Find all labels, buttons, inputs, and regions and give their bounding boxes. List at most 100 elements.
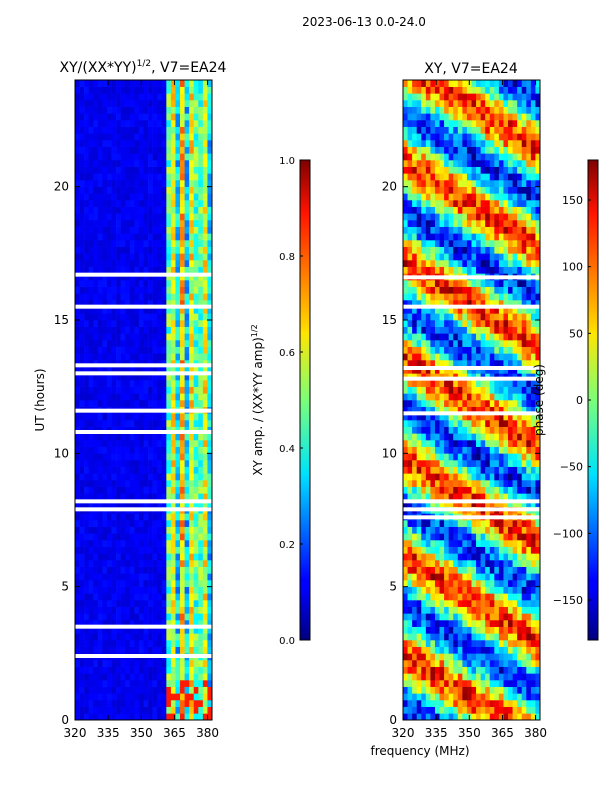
heatmap-cell [125,606,131,614]
heatmap-cell [120,460,126,467]
heatmap-cell [466,526,472,534]
heatmap-cell [180,386,185,394]
heatmap-cell [180,220,185,227]
heatmap-cell [508,426,513,434]
heatmap-cell [448,366,454,374]
heatmap-cell [138,173,144,181]
heatmap-cell [494,560,500,567]
heatmap-cell [498,280,504,287]
heatmap-cell [448,673,454,681]
heatmap-cell [530,266,536,274]
heatmap-cell [138,393,144,401]
heatmap-cell [508,393,513,401]
heatmap-cell [138,580,144,587]
heatmap-cell [170,293,176,301]
heatmap-cell [421,706,427,714]
heatmap-cell [430,446,436,454]
heatmap-cell [530,573,536,581]
heatmap-cell [97,200,103,207]
heatmap-cell [530,620,536,627]
heatmap-cell [79,333,85,341]
heatmap-cell [434,266,440,274]
heatmap-cell [111,593,117,601]
heatmap-cell [189,273,195,281]
heatmap-cell [457,393,463,401]
heatmap-cell [202,413,208,421]
heatmap-cell [202,226,208,234]
heatmap-cell [448,380,454,387]
heatmap-cell [106,626,112,634]
heatmap-cell [166,706,172,714]
heatmap-cell [161,180,167,187]
heatmap-cell [120,193,126,201]
heatmap-cell [161,313,167,321]
heatmap-cell [434,340,440,347]
heatmap-cell [207,640,213,647]
heatmap-cell [421,393,427,401]
heatmap-cell [125,193,131,201]
heatmap-cell [526,593,532,601]
heatmap-cell [175,460,181,467]
heatmap-cell [530,446,536,454]
heatmap-cell [517,526,523,534]
heatmap-cell [93,366,99,374]
heatmap-cell [530,493,536,501]
heatmap-cell [152,146,158,154]
heatmap-cell [111,80,117,87]
heatmap-cell [111,686,117,694]
heatmap-cell [134,566,140,574]
heatmap-cell [134,260,140,267]
heatmap-cell [530,420,536,427]
heatmap-cell [175,206,181,214]
heatmap-cell [535,340,541,347]
heatmap-cell [97,546,103,554]
heatmap-cell [512,500,518,507]
heatmap-cell [97,220,103,227]
heatmap-cell [125,140,131,147]
heatmap-cell [485,346,491,354]
heatmap-cell [102,160,108,167]
flagged-row [75,371,212,376]
heatmap-cell [97,566,103,574]
heatmap-cell [535,493,541,501]
heatmap-cell [88,80,94,87]
heatmap-cell [88,453,94,461]
heatmap-cell [425,446,431,454]
heatmap-cell [416,406,422,414]
heatmap-cell [412,366,417,374]
heatmap-cell [466,440,472,447]
heatmap-cell [189,226,195,234]
heatmap-cell [425,620,431,627]
heatmap-cell [157,253,163,261]
heatmap-cell [466,286,472,294]
heatmap-cell [530,393,536,401]
heatmap-cell [434,526,440,534]
heatmap-cell [471,640,477,647]
heatmap-cell [471,380,477,387]
heatmap-cell [138,626,144,634]
heatmap-cell [521,360,527,367]
heatmap-cell [184,520,190,527]
heatmap-cell [535,540,541,547]
heatmap-cell [138,526,144,534]
heatmap-cell [157,680,163,687]
heatmap-cell [489,520,495,527]
heatmap-cell [425,520,431,527]
heatmap-cell [512,526,518,534]
heatmap-cell [79,306,85,314]
heatmap-cell [161,173,167,181]
heatmap-cell [489,593,495,601]
heatmap-cell [102,580,108,587]
heatmap-cell [530,333,536,341]
heatmap-cell [526,446,532,454]
heatmap-cell [84,206,89,214]
heatmap-cell [193,220,199,227]
heatmap-cell [166,433,172,441]
heatmap-cell [161,93,167,101]
heatmap-cell [102,693,108,701]
heatmap-cell [120,113,126,121]
heatmap-cell [189,693,195,701]
heatmap-cell [143,413,149,421]
heatmap-cell [189,86,195,94]
heatmap-cell [416,673,422,681]
